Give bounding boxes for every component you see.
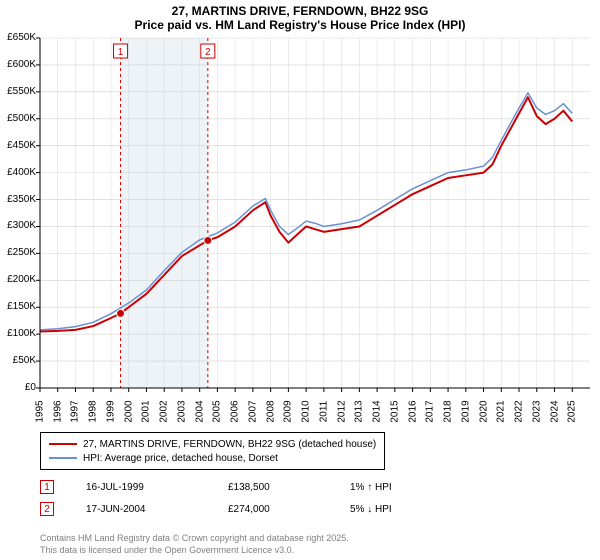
y-tick-label: £200K bbox=[0, 274, 36, 285]
legend-swatch bbox=[49, 457, 77, 459]
y-tick-label: £400K bbox=[0, 167, 36, 178]
transaction-delta: 1% ↑ HPI bbox=[350, 482, 392, 493]
y-tick-label: £100K bbox=[0, 328, 36, 339]
x-tick-label: 2025 bbox=[567, 397, 578, 427]
x-tick-label: 2005 bbox=[212, 397, 223, 427]
x-tick-label: 2004 bbox=[194, 397, 205, 427]
y-tick-label: £550K bbox=[0, 86, 36, 97]
transaction-marker: 1 bbox=[40, 480, 54, 494]
legend-label: HPI: Average price, detached house, Dors… bbox=[83, 453, 278, 464]
x-tick-label: 2014 bbox=[372, 397, 383, 427]
x-tick-label: 2011 bbox=[318, 397, 329, 427]
x-tick-label: 2006 bbox=[230, 397, 241, 427]
y-tick-label: £0 bbox=[0, 382, 36, 393]
x-tick-label: 2017 bbox=[425, 397, 436, 427]
chart-container: { "title_line1": "27, MARTINS DRIVE, FER… bbox=[0, 0, 600, 560]
x-tick-label: 2002 bbox=[159, 397, 170, 427]
svg-text:2: 2 bbox=[205, 47, 211, 58]
x-tick-label: 2012 bbox=[336, 397, 347, 427]
legend-item: 27, MARTINS DRIVE, FERNDOWN, BH22 9SG (d… bbox=[49, 437, 376, 451]
legend: 27, MARTINS DRIVE, FERNDOWN, BH22 9SG (d… bbox=[40, 432, 385, 470]
x-tick-label: 2022 bbox=[514, 397, 525, 427]
svg-text:1: 1 bbox=[118, 47, 124, 58]
transaction-row: 1 16-JUL-1999 £138,500 1% ↑ HPI bbox=[40, 480, 392, 494]
y-tick-label: £600K bbox=[0, 59, 36, 70]
y-tick-label: £500K bbox=[0, 113, 36, 124]
x-tick-label: 2015 bbox=[389, 397, 400, 427]
legend-item: HPI: Average price, detached house, Dors… bbox=[49, 451, 376, 465]
footer-line-1: Contains HM Land Registry data © Crown c… bbox=[40, 532, 349, 544]
y-tick-label: £450K bbox=[0, 140, 36, 151]
y-tick-label: £650K bbox=[0, 32, 36, 43]
x-tick-label: 2010 bbox=[301, 397, 312, 427]
x-tick-label: 1999 bbox=[105, 397, 116, 427]
transaction-row: 2 17-JUN-2004 £274,000 5% ↓ HPI bbox=[40, 502, 392, 516]
x-tick-label: 2019 bbox=[460, 397, 471, 427]
x-tick-label: 2023 bbox=[531, 397, 542, 427]
x-tick-label: 2009 bbox=[283, 397, 294, 427]
transaction-date: 17-JUN-2004 bbox=[86, 504, 196, 515]
x-tick-label: 2003 bbox=[176, 397, 187, 427]
y-tick-label: £150K bbox=[0, 301, 36, 312]
transaction-date: 16-JUL-1999 bbox=[86, 482, 196, 493]
transaction-delta: 5% ↓ HPI bbox=[350, 504, 392, 515]
x-tick-label: 2007 bbox=[247, 397, 258, 427]
transaction-price: £138,500 bbox=[228, 482, 318, 493]
transaction-price: £274,000 bbox=[228, 504, 318, 515]
legend-label: 27, MARTINS DRIVE, FERNDOWN, BH22 9SG (d… bbox=[83, 439, 376, 450]
x-tick-label: 1996 bbox=[52, 397, 63, 427]
x-tick-label: 2001 bbox=[141, 397, 152, 427]
x-tick-label: 2018 bbox=[443, 397, 454, 427]
legend-swatch bbox=[49, 443, 77, 445]
x-tick-label: 2013 bbox=[354, 397, 365, 427]
y-tick-label: £250K bbox=[0, 247, 36, 258]
footer-attribution: Contains HM Land Registry data © Crown c… bbox=[40, 532, 349, 556]
x-tick-label: 1997 bbox=[70, 397, 81, 427]
x-tick-label: 2021 bbox=[496, 397, 507, 427]
x-tick-label: 1995 bbox=[35, 397, 46, 427]
x-tick-label: 2020 bbox=[478, 397, 489, 427]
footer-line-2: This data is licensed under the Open Gov… bbox=[40, 544, 349, 556]
y-tick-label: £300K bbox=[0, 220, 36, 231]
x-tick-label: 2024 bbox=[549, 397, 560, 427]
y-tick-label: £50K bbox=[0, 355, 36, 366]
x-tick-label: 1998 bbox=[88, 397, 99, 427]
chart-svg: 12 bbox=[0, 0, 600, 440]
x-tick-label: 2000 bbox=[123, 397, 134, 427]
transaction-marker: 2 bbox=[40, 502, 54, 516]
x-tick-label: 2008 bbox=[265, 397, 276, 427]
y-tick-label: £350K bbox=[0, 194, 36, 205]
x-tick-label: 2016 bbox=[407, 397, 418, 427]
